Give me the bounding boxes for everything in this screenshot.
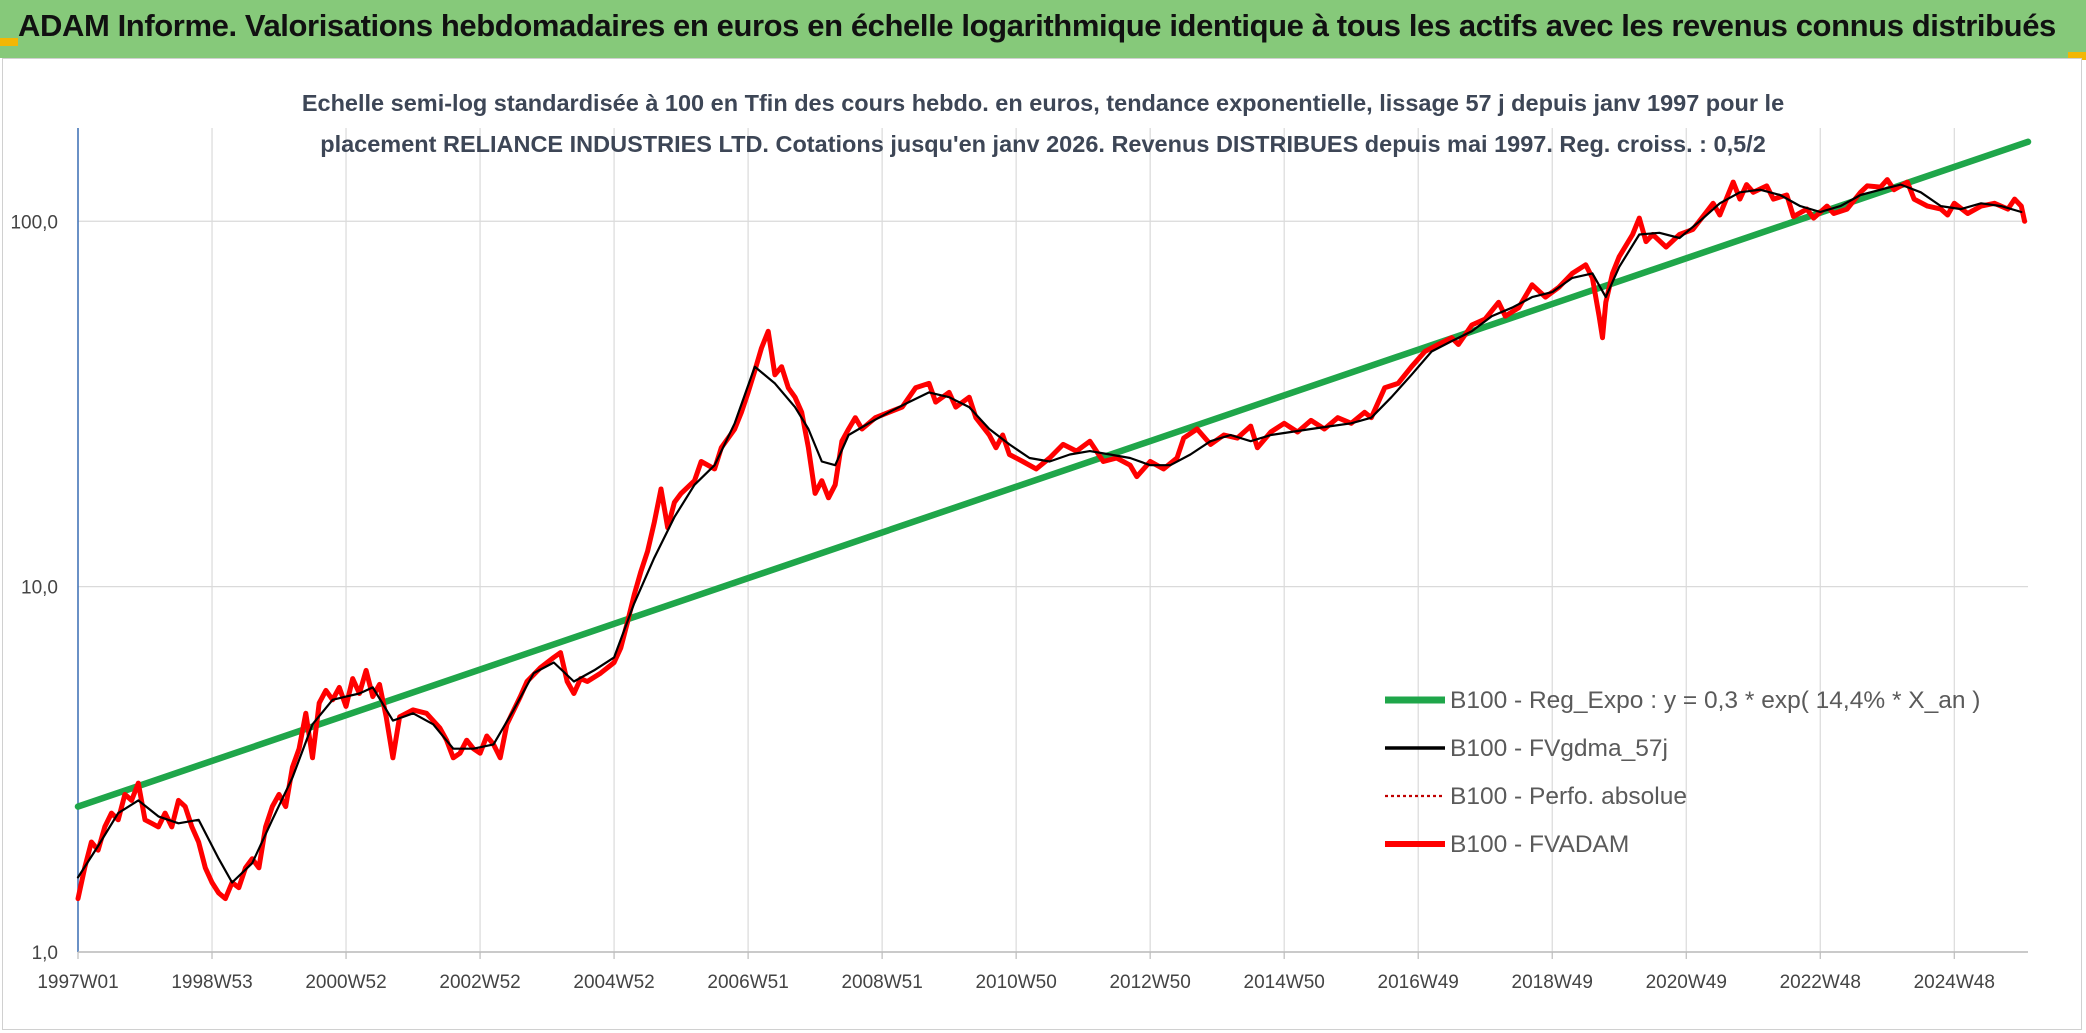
series-line-adam [75, 177, 2028, 902]
x-tick-label-12: 2020W49 [1646, 972, 1727, 993]
x-tick-label-7: 2010W50 [975, 972, 1056, 993]
x-tick-label-5: 2006W51 [707, 972, 788, 993]
x-tick-label-1: 1998W53 [171, 972, 252, 993]
chart-title: Echelle semi-log standardisée à 100 en T… [302, 90, 1784, 157]
legend-label-regression: B100 - Reg_Expo : y = 0,3 * exp( 14,4% *… [1450, 687, 1980, 714]
axes [77, 128, 2028, 953]
y-tick-label-1: 10,0 [21, 578, 58, 599]
chart-frame [2, 58, 2082, 1030]
legend: B100 - Reg_Expo : y = 0,3 * exp( 14,4% *… [1385, 687, 1980, 858]
x-tick-label-2: 2000W52 [305, 972, 386, 993]
x-tick-label-8: 2012W50 [1109, 972, 1190, 993]
x-tick-label-3: 2002W52 [439, 972, 520, 993]
legend-label-adam: B100 - FVADAM [1450, 831, 1629, 858]
x-tick-label-4: 2004W52 [573, 972, 654, 993]
chart-title-line-1: Echelle semi-log standardisée à 100 en T… [302, 90, 1784, 116]
x-tick-label-9: 2014W50 [1244, 972, 1325, 993]
y-axis-ticks: 1,0 10,0 100,0 [10, 212, 58, 964]
x-tick-label-14: 2024W48 [1914, 972, 1995, 993]
legend-label-smoothed: B100 - FVgdma_57j [1450, 735, 1668, 762]
y-tick-label-0: 1,0 [32, 943, 58, 964]
corner-marker-top-right [2068, 52, 2086, 60]
x-tick-label-11: 2018W49 [1512, 972, 1593, 993]
series-line-smoothed [76, 183, 2023, 884]
y-tick-label-2: 100,0 [10, 212, 58, 233]
gridlines [77, 128, 2028, 953]
series-line-regression [74, 138, 2032, 810]
x-axis-ticks: 1997W01 1998W53 2000W52 2002W52 2004W52 2006W… [37, 952, 1995, 993]
x-tick-label-13: 2022W48 [1780, 972, 1861, 993]
x-tick-label-6: 2008W51 [841, 972, 922, 993]
legend-label-absolute: B100 - Perfo. absolue [1450, 783, 1687, 810]
x-tick-label-10: 2016W49 [1378, 972, 1459, 993]
report-title: ADAM Informe. Valorisations hebdomadaire… [18, 8, 2056, 43]
report-banner: ADAM Informe. Valorisations hebdomadaire… [0, 0, 2086, 58]
corner-marker-top-left [0, 38, 18, 46]
series-lines [74, 138, 2032, 902]
chart-title-line-2: placement RELIANCE INDUSTRIES LTD. Cotat… [320, 131, 1766, 157]
x-tick-label-0: 1997W01 [37, 972, 118, 993]
